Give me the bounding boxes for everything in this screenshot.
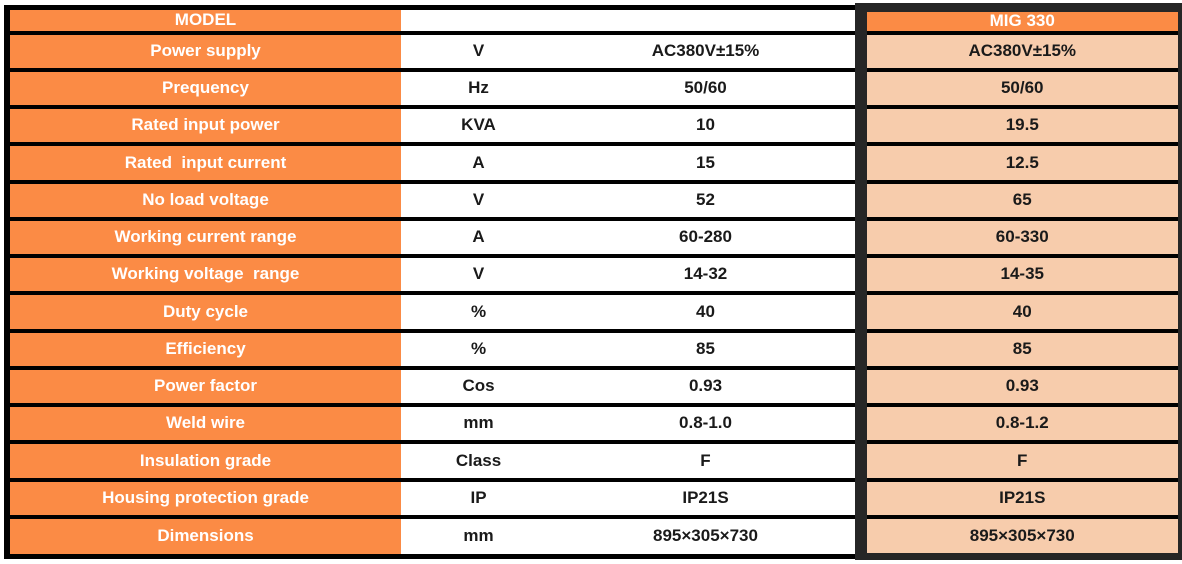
unit-cell: %	[401, 291, 556, 331]
mig330-value-cell: 0.8-1.2	[855, 403, 1182, 443]
mig280-value-cell: 85	[556, 328, 861, 368]
unit-cell: A	[401, 142, 556, 182]
spec-row: Power supply V AC380V±15% AC380V±15%	[4, 30, 1182, 70]
spec-row: Efficiency % 85 85	[4, 328, 1182, 368]
mig330-value-cell: IP21S	[855, 477, 1182, 517]
mig280-value-cell: 0.8-1.0	[556, 403, 861, 443]
unit-column-header-cell	[401, 4, 556, 33]
mig330-value-cell: 60-330	[855, 216, 1182, 257]
param-label-cell: Power factor	[4, 365, 401, 406]
unit-cell: Class	[401, 440, 556, 480]
unit-cell: V	[401, 254, 556, 294]
mig330-value-cell: 50/60	[855, 67, 1182, 108]
param-label-cell: Housing protection grade	[4, 477, 401, 517]
spec-row: Prequency Hz 50/60 50/60	[4, 67, 1182, 108]
unit-cell: IP	[401, 477, 556, 517]
spec-row: Rated input power KVA 10 19.5	[4, 105, 1182, 145]
spec-row: Duty cycle % 40 40	[4, 291, 1182, 331]
param-label-cell: Working current range	[4, 216, 401, 257]
param-label-cell: Dimensions	[4, 514, 401, 559]
param-label-cell: Prequency	[4, 67, 401, 108]
spec-row: Dimensions mm 895×305×730 895×305×730	[4, 514, 1182, 560]
mig280-value-cell: 15	[556, 142, 861, 182]
param-label-cell: No load voltage	[4, 179, 401, 219]
unit-cell: Cos	[401, 365, 556, 406]
unit-cell: KVA	[401, 105, 556, 145]
mig280-value-cell: 0.93	[556, 365, 861, 406]
mig280-header-cell: MIG 280	[556, 4, 861, 33]
param-label-cell: Power supply	[4, 30, 401, 70]
header-row: MODEL MIG 280 MIG 330	[4, 2, 1182, 33]
mig330-value-cell: 895×305×730	[855, 514, 1182, 560]
unit-cell: V	[401, 30, 556, 70]
mig330-value-cell: 85	[855, 328, 1182, 368]
unit-cell: %	[401, 328, 556, 368]
mig280-value-cell: 10	[556, 105, 861, 145]
mig330-value-cell: 65	[855, 179, 1182, 219]
spec-table-body: Power supply V AC380V±15% AC380V±15% Pre…	[4, 30, 1182, 560]
unit-cell: mm	[401, 403, 556, 443]
mig330-value-cell: AC380V±15%	[855, 30, 1182, 70]
mig330-value-cell: 19.5	[855, 105, 1182, 145]
spec-row: Rated input current A 15 12.5	[4, 142, 1182, 182]
spec-row: No load voltage V 52 65	[4, 179, 1182, 219]
param-label-cell: Rated input power	[4, 105, 401, 145]
unit-cell: A	[401, 216, 556, 257]
param-label-cell: Duty cycle	[4, 291, 401, 331]
param-label-cell: Insulation grade	[4, 440, 401, 480]
unit-cell: mm	[401, 514, 556, 559]
mig330-value-cell: 0.93	[855, 365, 1182, 406]
spec-row: Power factor Cos 0.93 0.93	[4, 365, 1182, 406]
mig330-value-cell: F	[855, 440, 1182, 480]
mig280-value-cell: F	[556, 440, 861, 480]
param-label-cell: Efficiency	[4, 328, 401, 368]
unit-cell: Hz	[401, 67, 556, 108]
mig280-value-cell: IP21S	[556, 477, 861, 517]
mig330-header-cell: MIG 330	[855, 2, 1182, 33]
mig280-value-cell: 14-32	[556, 254, 861, 294]
mig280-value-cell: 895×305×730	[556, 514, 861, 559]
model-header-cell: MODEL	[4, 4, 401, 33]
param-label-cell: Rated input current	[4, 142, 401, 182]
mig330-value-cell: 14-35	[855, 254, 1182, 294]
spec-table-header: MODEL MIG 280 MIG 330	[4, 2, 1182, 33]
spec-row: Housing protection grade IP IP21S IP21S	[4, 477, 1182, 517]
mig280-value-cell: 60-280	[556, 216, 861, 257]
mig280-value-cell: AC380V±15%	[556, 30, 861, 70]
unit-cell: V	[401, 179, 556, 219]
mig280-value-cell: 50/60	[556, 67, 861, 108]
mig330-value-cell: 40	[855, 291, 1182, 331]
spec-row: Insulation grade Class F F	[4, 440, 1182, 480]
mig280-value-cell: 40	[556, 291, 861, 331]
spec-table: MODEL MIG 280 MIG 330 Power supply V AC3…	[4, 2, 1182, 560]
param-label-cell: Weld wire	[4, 403, 401, 443]
mig280-value-cell: 52	[556, 179, 861, 219]
mig330-value-cell: 12.5	[855, 142, 1182, 182]
param-label-cell: Working voltage range	[4, 254, 401, 294]
spec-row: Working current range A 60-280 60-330	[4, 216, 1182, 257]
spec-row: Weld wire mm 0.8-1.0 0.8-1.2	[4, 403, 1182, 443]
spec-row: Working voltage range V 14-32 14-35	[4, 254, 1182, 294]
